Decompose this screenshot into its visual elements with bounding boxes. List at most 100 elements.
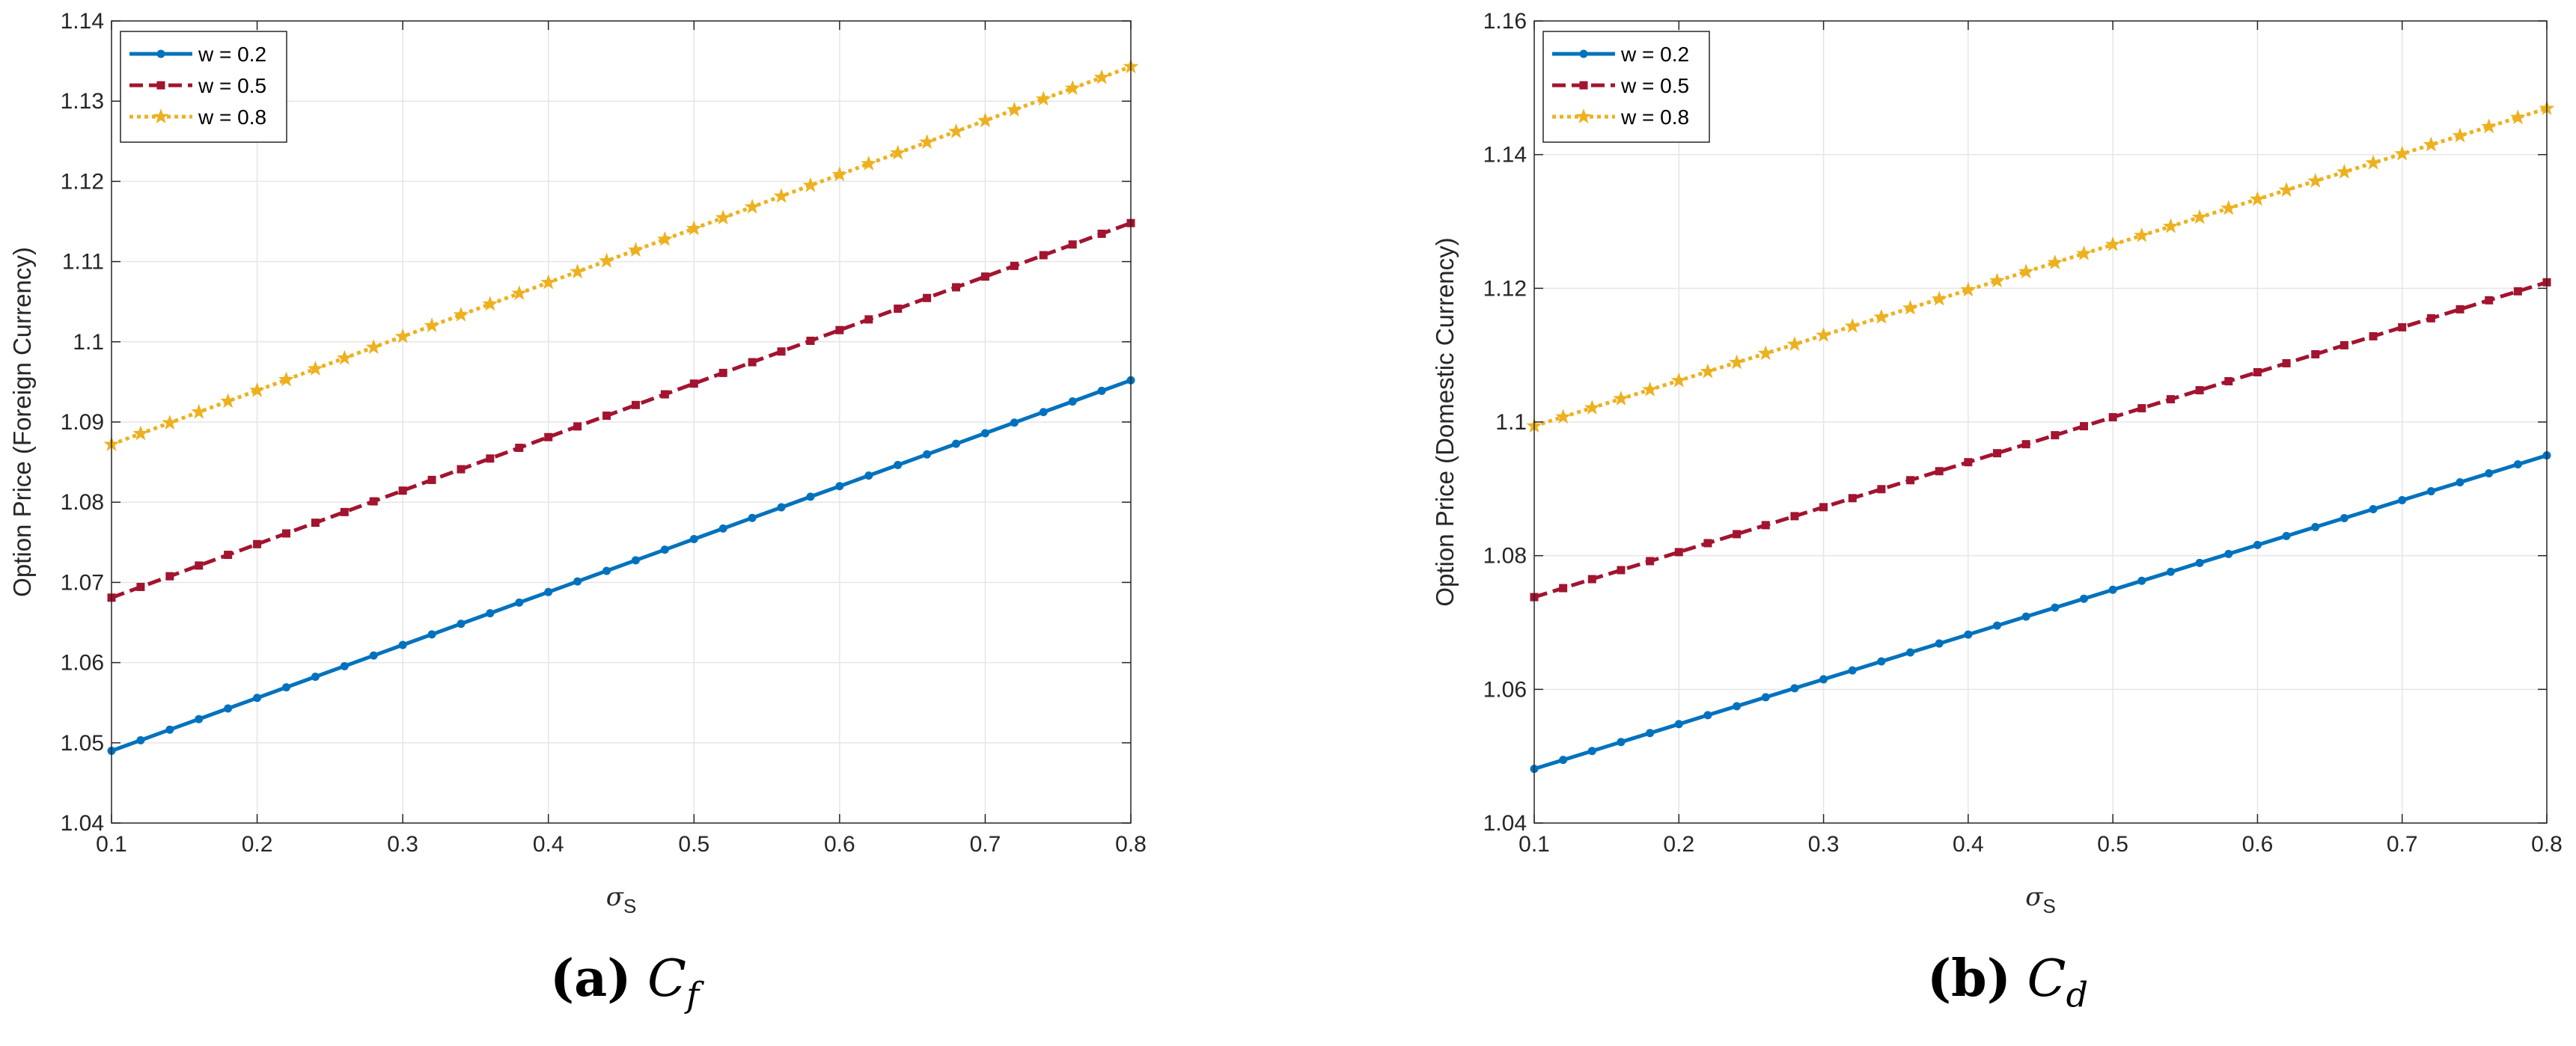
chart-b-data-point	[2195, 558, 2204, 567]
chart-a-data-point	[602, 566, 611, 575]
chart-a-data-point	[831, 166, 848, 182]
chart-b-data-point	[2047, 254, 2063, 269]
chart-a-data-point	[132, 425, 149, 441]
chart-b-series-3	[1526, 100, 2555, 433]
chart-a-y-tick-label: 1.1	[73, 330, 104, 355]
chart-a-data-point	[486, 454, 495, 463]
chart-b-x-tick-label: 0.1	[1519, 832, 1550, 857]
chart-a-data-point	[457, 620, 466, 628]
chart-a-data-point	[748, 513, 757, 522]
chart-b-y-tick-label: 1.06	[1483, 677, 1527, 702]
chart-a-data-point	[165, 572, 174, 581]
chart-b-data-point	[2307, 173, 2324, 188]
chart-a-x-tick-label: 0.5	[678, 832, 709, 857]
chart-b-data-point	[1757, 345, 1774, 361]
chart-b-data-point	[2452, 127, 2468, 143]
chart-a-data-point	[515, 444, 524, 453]
chart-a-data-point	[515, 598, 524, 607]
chart-b-data-point	[1703, 539, 1712, 548]
chart-b-data-point	[2426, 314, 2435, 322]
chart-b-data-point	[2278, 182, 2295, 197]
chart-a-data-point	[599, 252, 614, 268]
chart-b-data-point	[2021, 440, 2030, 449]
chart-b-data-point	[2369, 504, 2378, 513]
chart-a-data-point	[718, 368, 727, 377]
chart-b-data-point	[2513, 460, 2522, 469]
chart-b-data-point	[2163, 218, 2179, 233]
chart-b-data-point	[2051, 431, 2060, 440]
chart-b-legend: w = 0.2 w = 0.5 w = 0.8	[1542, 31, 1710, 143]
chart-a-y-tick-label: 1.07	[61, 570, 104, 595]
chart-a-data-point	[631, 556, 640, 565]
chart-b-y-tick-label: 1.08	[1483, 544, 1527, 569]
chart-b-data-point	[2485, 469, 2494, 478]
chart-a-data-point	[1093, 69, 1110, 85]
chart-a-data-point	[948, 123, 964, 138]
chart-b-data-point	[1613, 391, 1629, 406]
chart-a-x-tick-label: 0.3	[387, 832, 418, 857]
chart-b-legend-marker	[1575, 108, 1592, 123]
chart-a-data-point	[806, 336, 815, 345]
chart-a-data-point	[1097, 386, 1106, 395]
panel-a: 0.1 0.2 0.3 0.4 0.5 0.6 0.7 0.8 1.04 1.05 1.06 1.07…	[0, 0, 1287, 1046]
chart-a-legend-marker	[153, 108, 169, 123]
chart-b-data-point	[1761, 693, 1770, 702]
chart-b-x-tick-label: 0.8	[2531, 832, 2563, 857]
chart-b-data-point	[2513, 287, 2522, 296]
chart-a-data-point	[162, 415, 178, 430]
caption-a-subscript: f	[686, 974, 700, 1015]
chart-b-data-point	[1674, 720, 1683, 729]
chart-b-data-point	[1816, 327, 1831, 342]
chart-b-x-tick-label: 0.7	[2387, 832, 2418, 857]
caption-b: (b) Cd	[1927, 949, 2088, 1015]
chart-b-x-tick-label: 0.4	[1953, 832, 1984, 857]
chart-a-data-point	[689, 379, 698, 388]
chart-a-data-point	[890, 144, 906, 160]
chart-b-data-point	[1674, 548, 1683, 557]
chart-b-data-point	[1790, 512, 1799, 521]
chart-a-data-point	[1068, 397, 1077, 406]
chart-b-data-point	[2253, 368, 2262, 377]
chart-b-data-point	[1989, 272, 2005, 288]
chart-a-data-point	[952, 283, 961, 292]
chart-a-data-point	[573, 577, 582, 586]
chart-a-data-point	[427, 475, 436, 484]
chart-a-data-point	[773, 188, 790, 204]
chart-a-data-point	[511, 285, 528, 300]
chart-b-series-1	[1530, 451, 2551, 774]
chart-a-data-point	[398, 640, 407, 649]
chart-b-data-point	[1790, 684, 1799, 693]
chart-b-y-tick-label: 1.14	[1483, 143, 1527, 168]
chart-a-data-point	[369, 651, 378, 660]
chart-b-data-point	[2456, 305, 2464, 314]
chart-b-x-tick-label: 0.5	[2097, 832, 2128, 857]
chart-b-data-point	[2021, 612, 2030, 621]
chart-b-data-point	[2108, 585, 2117, 594]
chart-a-x-tick-label: 0.1	[96, 832, 127, 857]
chart-a-data-point	[281, 683, 290, 692]
caption-a: (a) Cf	[550, 949, 699, 1015]
caption-a-symbol: C	[647, 949, 687, 1009]
chart-a-data-point	[1035, 91, 1052, 106]
chart-a-data-point	[628, 242, 644, 257]
chart-b-data-point	[1906, 476, 1915, 485]
chart-b-legend-box	[1542, 31, 1710, 143]
chart-b-data-point	[2423, 136, 2439, 152]
chart-a-data-point	[307, 361, 323, 376]
chart-a-x-axis-label-subscript: S	[623, 895, 636, 917]
chart-b-data-point	[1786, 336, 1803, 352]
chart-a-data-point	[748, 358, 757, 367]
chart-b-data-point	[2253, 540, 2262, 549]
chart-a-data-point	[1010, 418, 1019, 427]
chart-b-data-point	[1700, 363, 1716, 379]
caption-b-label: (b)	[1927, 949, 2011, 1009]
chart-b-data-point	[2485, 296, 2494, 305]
chart-b-data-point	[1848, 666, 1857, 675]
chart-b-data-point	[1617, 738, 1626, 747]
chart-a-data-point	[191, 403, 207, 419]
chart-b-data-point	[2191, 209, 2208, 224]
chart-a-data-point	[980, 272, 989, 281]
chart-a-data-point	[864, 315, 873, 324]
chart-b-data-point	[1617, 566, 1626, 575]
chart-a-data-point	[1039, 251, 1048, 260]
